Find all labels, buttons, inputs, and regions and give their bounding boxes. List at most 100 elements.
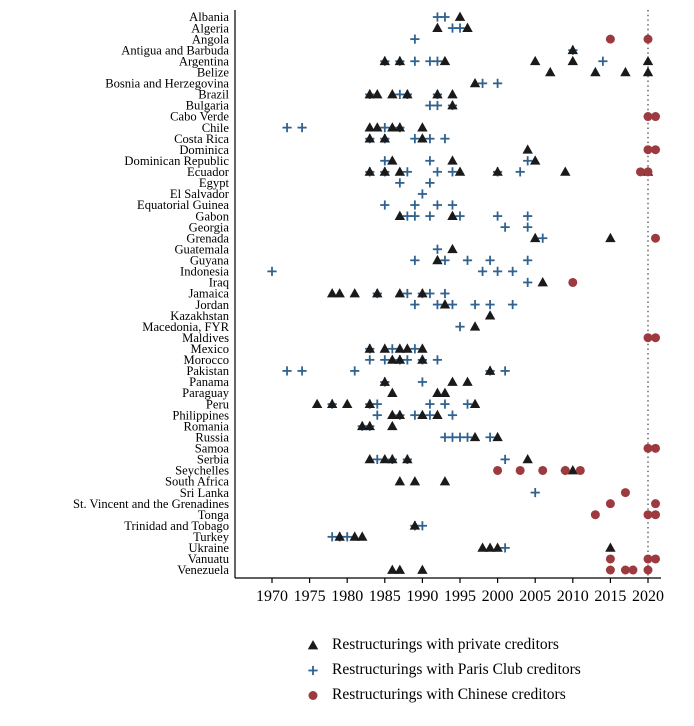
marker-private [447, 100, 458, 110]
marker-private [447, 89, 458, 99]
marker-private [447, 243, 458, 254]
x-tick-label: 2010 [557, 588, 589, 605]
marker-private [349, 531, 360, 541]
country-label: Panama [189, 375, 229, 389]
marker-private [364, 89, 375, 99]
marker-private [364, 133, 375, 143]
country-label: Angola [192, 32, 229, 46]
marker-chinese [575, 465, 585, 475]
country-label: Peru [206, 397, 230, 411]
country-label: Guatemala [174, 242, 229, 256]
marker-paris [440, 12, 450, 22]
marker-private [364, 166, 375, 176]
country-label: Maldives [182, 331, 229, 345]
country-label: Ukraine [188, 541, 229, 555]
marker-chinese [651, 499, 661, 509]
marker-private [477, 542, 488, 552]
marker-paris [447, 200, 458, 210]
marker-private [357, 531, 368, 541]
marker-paris [372, 399, 382, 409]
marker-private [537, 277, 548, 287]
country-label: Chile [202, 121, 230, 135]
marker-paris [425, 211, 435, 221]
marker-paris [538, 233, 548, 243]
marker-paris [425, 178, 435, 188]
marker-paris [410, 56, 420, 66]
marker-paris [410, 255, 420, 265]
country-label: Albania [189, 10, 229, 24]
marker-paris [515, 167, 525, 177]
marker-private [545, 66, 556, 77]
marker-private [342, 398, 353, 408]
legend-item-private: Restructurings with private creditors [303, 636, 581, 654]
marker-private [364, 398, 375, 408]
country-label: St. Vincent and the Grenadines [73, 497, 229, 511]
marker-private [530, 232, 541, 243]
marker-private [522, 454, 533, 464]
x-tick-label: 1975 [294, 588, 326, 605]
marker-chinese [620, 488, 630, 498]
country-label: Macedonia, FYR [142, 320, 229, 334]
marker-private [387, 354, 398, 364]
marker-private [530, 155, 541, 165]
country-label: Venezuela [177, 563, 229, 577]
marker-paris [402, 355, 412, 365]
marker-paris [402, 288, 412, 299]
marker-paris [425, 288, 435, 299]
x-tick-label: 1995 [444, 588, 476, 605]
marker-paris [523, 222, 533, 232]
country-label: Indonesia [180, 265, 229, 279]
country-label: Vanuatu [188, 552, 230, 566]
legend-plus-icon [308, 665, 318, 676]
marker-private [620, 66, 631, 77]
marker-paris [417, 189, 427, 199]
marker-private [417, 343, 428, 353]
marker-paris [455, 23, 465, 33]
marker-paris [440, 288, 450, 299]
country-label: Argentina [179, 54, 230, 68]
country-label: Belize [197, 66, 230, 80]
marker-paris [350, 366, 360, 376]
marker-private [567, 44, 578, 55]
marker-paris [432, 299, 443, 310]
marker-chinese [643, 565, 653, 575]
marker-private [334, 288, 345, 298]
marker-paris [425, 156, 435, 166]
marker-paris [432, 167, 443, 177]
marker-private [387, 409, 398, 420]
marker-private [402, 454, 413, 464]
marker-private [439, 387, 451, 397]
marker-private [349, 288, 360, 298]
country-label: Jordan [195, 298, 229, 312]
x-tick-label: 2015 [594, 588, 626, 605]
marker-chinese [651, 112, 661, 122]
marker-private [642, 66, 654, 77]
marker-paris [477, 78, 488, 88]
marker-paris [410, 34, 420, 44]
marker-paris [508, 299, 518, 310]
marker-private [530, 55, 541, 66]
marker-chinese [628, 565, 638, 575]
country-label: Samoa [195, 442, 230, 456]
marker-paris [500, 222, 510, 232]
marker-chinese [643, 333, 653, 343]
legend-label: Restructurings with Paris Club creditors [332, 661, 581, 678]
marker-chinese [651, 333, 661, 343]
marker-private [560, 166, 571, 176]
marker-private [522, 144, 533, 154]
country-label: Dominica [179, 143, 229, 157]
marker-private [417, 288, 428, 298]
marker-paris [447, 167, 458, 177]
marker-private [326, 288, 338, 298]
country-label: Bosnia and Herzegovina [105, 77, 229, 91]
marker-chinese [568, 277, 578, 287]
legend-item-paris: Restructurings with Paris Club creditors [303, 661, 581, 679]
marker-chinese [635, 167, 645, 177]
marker-private [394, 122, 406, 132]
marker-private [379, 343, 390, 353]
marker-private [387, 454, 398, 464]
marker-paris [297, 366, 307, 376]
marker-private [394, 409, 406, 420]
marker-private [567, 55, 578, 66]
